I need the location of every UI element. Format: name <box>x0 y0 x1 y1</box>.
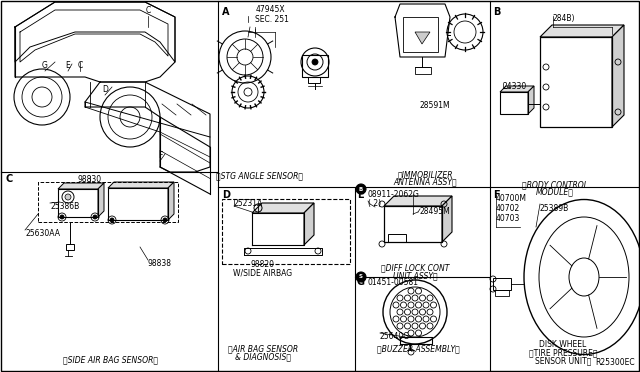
Polygon shape <box>98 183 104 217</box>
Text: 98838: 98838 <box>148 259 172 268</box>
Polygon shape <box>528 86 534 114</box>
Bar <box>222 199 350 264</box>
Bar <box>415 67 431 74</box>
Text: B: B <box>493 7 500 17</box>
Text: D: D <box>222 190 230 200</box>
Circle shape <box>110 218 114 222</box>
Text: 47945X: 47945X <box>255 5 285 14</box>
Text: UNIT ASSY〉: UNIT ASSY〉 <box>393 271 437 280</box>
Polygon shape <box>442 196 452 242</box>
Circle shape <box>356 184 366 194</box>
Bar <box>108 188 168 220</box>
Circle shape <box>163 218 167 222</box>
Text: 98820: 98820 <box>251 260 275 269</box>
Polygon shape <box>384 196 452 206</box>
Text: 40703: 40703 <box>496 214 520 223</box>
Text: 〈BODY CONTROL: 〈BODY CONTROL <box>522 180 588 189</box>
Text: & DIAGNOSIS〉: & DIAGNOSIS〉 <box>235 352 291 361</box>
Text: 〈IMMOBILIZER: 〈IMMOBILIZER <box>397 170 452 179</box>
Text: DISK WHEEL: DISK WHEEL <box>540 340 587 349</box>
Text: G: G <box>357 277 365 287</box>
Text: B: B <box>359 186 363 192</box>
Circle shape <box>312 59 318 65</box>
Text: 〈TIRE PRESSURE〉: 〈TIRE PRESSURE〉 <box>529 348 597 357</box>
Polygon shape <box>108 182 174 188</box>
Text: R25300EC: R25300EC <box>595 358 635 367</box>
Text: C: C <box>77 61 83 70</box>
Polygon shape <box>540 25 624 37</box>
Polygon shape <box>58 183 104 189</box>
Text: 25231A: 25231A <box>234 199 263 208</box>
Text: MODULE〉: MODULE〉 <box>536 187 574 196</box>
Text: E: E <box>66 61 70 70</box>
Polygon shape <box>168 182 174 220</box>
Text: C: C <box>5 174 12 184</box>
Polygon shape <box>252 203 314 213</box>
Text: 28591M: 28591M <box>420 101 451 110</box>
Text: E: E <box>357 190 364 200</box>
Text: F: F <box>493 190 500 200</box>
Circle shape <box>60 215 64 219</box>
Text: 25630AA: 25630AA <box>25 229 60 238</box>
Bar <box>302 55 328 77</box>
Text: 25386B: 25386B <box>50 202 79 211</box>
Bar <box>58 189 98 217</box>
Bar <box>500 92 528 114</box>
Bar <box>493 278 511 290</box>
Text: 40700M: 40700M <box>496 194 527 203</box>
Text: 〈BUZZER ASSEMBLY〉: 〈BUZZER ASSEMBLY〉 <box>376 344 460 353</box>
Text: ( 2): ( 2) <box>368 199 381 208</box>
Polygon shape <box>304 203 314 245</box>
Text: D: D <box>102 85 108 94</box>
Text: A: A <box>222 7 230 17</box>
Polygon shape <box>612 25 624 127</box>
Text: 28495M: 28495M <box>420 207 451 216</box>
Text: 24330: 24330 <box>503 82 527 91</box>
Circle shape <box>65 194 71 200</box>
Circle shape <box>93 215 97 219</box>
Bar <box>66 244 74 250</box>
Bar <box>540 37 612 127</box>
Bar <box>495 290 509 296</box>
Text: 〈SIDE AIR BAG SENSOR〉: 〈SIDE AIR BAG SENSOR〉 <box>63 355 157 364</box>
Text: 98830: 98830 <box>78 175 102 184</box>
Bar <box>388 234 406 242</box>
Text: W/SIDE AIRBAG: W/SIDE AIRBAG <box>234 269 292 278</box>
Text: 284B): 284B) <box>553 14 575 23</box>
Bar <box>308 77 320 83</box>
Text: 〈STG ANGLE SENSOR〉: 〈STG ANGLE SENSOR〉 <box>216 171 303 180</box>
Circle shape <box>356 272 366 282</box>
Text: S: S <box>359 275 363 279</box>
Polygon shape <box>415 32 430 44</box>
Text: 〈DIFF LOCK CONT: 〈DIFF LOCK CONT <box>381 263 449 272</box>
Bar <box>403 17 438 52</box>
Text: 01451-00581: 01451-00581 <box>368 278 419 287</box>
Text: 25640G: 25640G <box>380 332 410 341</box>
Text: G: G <box>42 61 48 70</box>
Text: ANTENNA ASSY〉: ANTENNA ASSY〉 <box>393 177 457 186</box>
Polygon shape <box>500 86 534 92</box>
Text: C: C <box>145 6 150 15</box>
Text: 〈AIR BAG SENSOR: 〈AIR BAG SENSOR <box>228 344 298 353</box>
Text: SENSOR UNIT〉: SENSOR UNIT〉 <box>535 356 591 365</box>
Text: F: F <box>158 151 162 160</box>
Text: 25389B: 25389B <box>540 204 569 213</box>
Text: SEC. 251: SEC. 251 <box>255 15 289 24</box>
Text: 40702: 40702 <box>496 204 520 213</box>
Bar <box>384 206 442 242</box>
Text: 08911-2062G: 08911-2062G <box>368 190 420 199</box>
Bar <box>38 182 178 222</box>
